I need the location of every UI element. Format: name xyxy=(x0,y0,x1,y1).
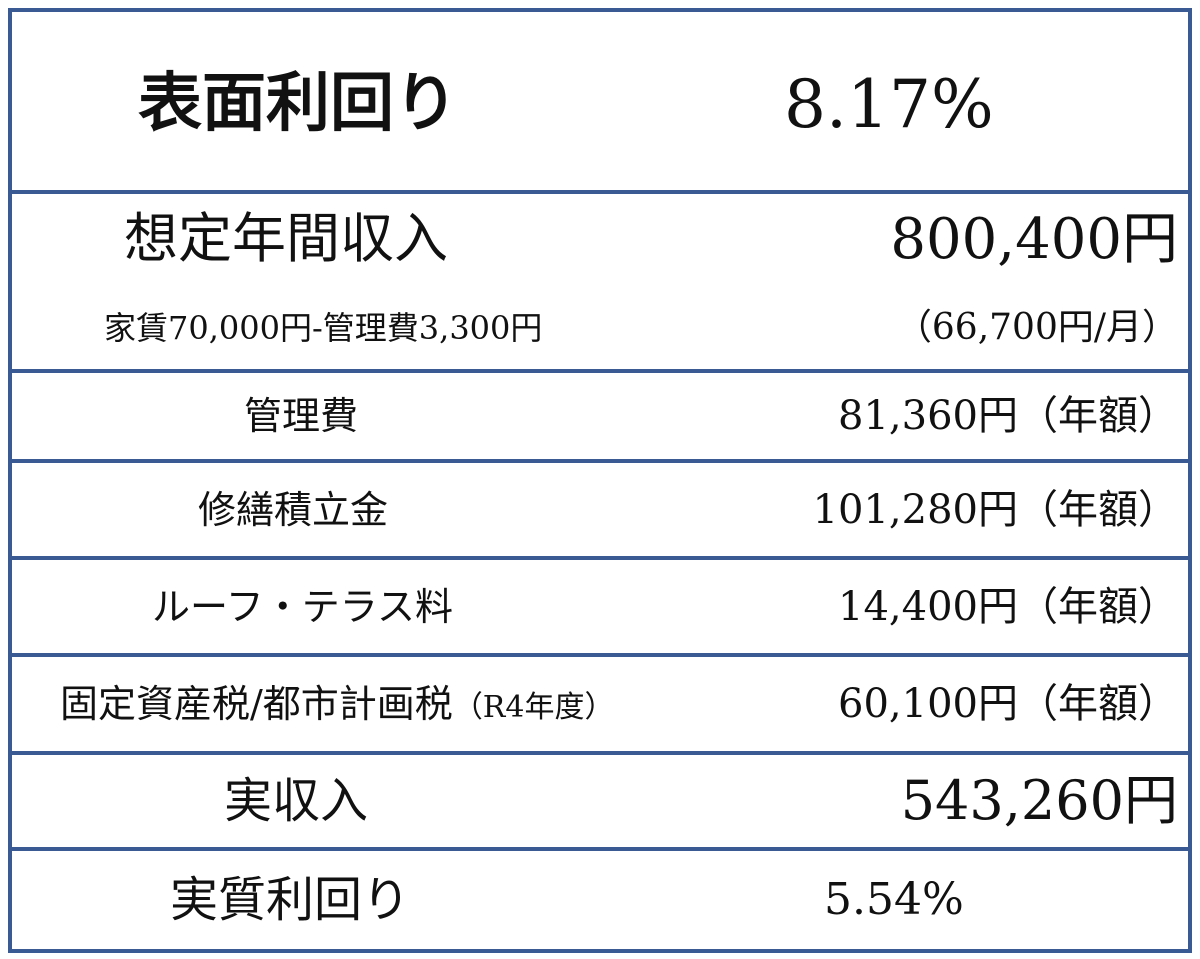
annual-income-value: 800,400円 xyxy=(890,207,1178,272)
property-tax-value: 60,100円（年額） xyxy=(838,681,1178,727)
roof-terrace-fee-value: 14,400円（年額） xyxy=(838,583,1178,630)
yield-summary-table: 表面利回り 8.17% 想定年間収入 800,400円 家賃70,000円-管理… xyxy=(8,8,1192,953)
gross-yield-label: 表面利回り xyxy=(138,67,458,141)
row-divider xyxy=(12,190,1188,194)
row-divider xyxy=(12,459,1188,463)
net-income-row: 実収入 543,260円 xyxy=(12,755,1188,847)
repair-reserve-label: 修繕積立金 xyxy=(198,487,389,532)
row-divider xyxy=(12,751,1188,755)
property-tax-label: 固定資産税/都市計画税（R4年度） xyxy=(60,685,615,723)
roof-terrace-fee-label: ルーフ・テラス料 xyxy=(152,584,453,629)
gross-yield-row: 表面利回り 8.17% xyxy=(12,12,1188,190)
gross-yield-value: 8.17% xyxy=(784,66,994,143)
annual-income-row: 想定年間収入 800,400円 家賃70,000円-管理費3,300円 （66,… xyxy=(12,194,1188,369)
net-yield-row: 実質利回り 5.54% xyxy=(12,851,1188,949)
annual-income-label: 想定年間収入 xyxy=(124,207,448,270)
net-income-label: 実収入 xyxy=(224,773,369,829)
repair-reserve-value: 101,280円（年額） xyxy=(812,486,1178,533)
row-divider xyxy=(12,369,1188,373)
management-fee-row: 管理費 81,360円（年額） xyxy=(12,373,1188,459)
repair-reserve-row: 修繕積立金 101,280円（年額） xyxy=(12,463,1188,556)
management-fee-value: 81,360円（年額） xyxy=(838,393,1178,439)
row-divider xyxy=(12,847,1188,851)
net-yield-label: 実質利回り xyxy=(170,872,411,928)
property-tax-row: 固定資産税/都市計画税（R4年度） 60,100円（年額） xyxy=(12,657,1188,751)
monthly-income-value: （66,700円/月） xyxy=(895,307,1178,348)
row-divider xyxy=(12,653,1188,657)
annual-income-breakdown: 家賃70,000円-管理費3,300円 xyxy=(104,309,543,347)
net-income-value: 543,260円 xyxy=(900,769,1178,832)
row-divider xyxy=(12,556,1188,560)
property-tax-label-text: 固定資産税/都市計画税 xyxy=(60,682,453,726)
net-yield-value: 5.54% xyxy=(824,874,964,925)
management-fee-label: 管理費 xyxy=(244,394,359,438)
roof-terrace-fee-row: ルーフ・テラス料 14,400円（年額） xyxy=(12,560,1188,653)
property-tax-fiscal-year: （R4年度） xyxy=(452,690,615,725)
